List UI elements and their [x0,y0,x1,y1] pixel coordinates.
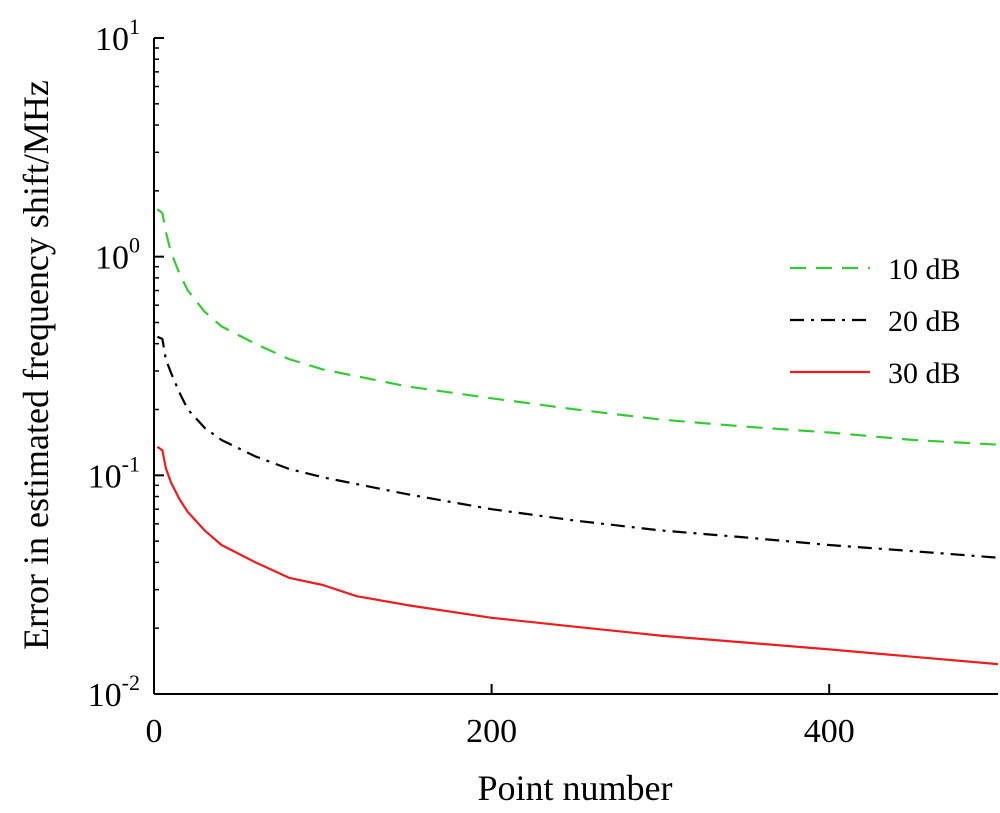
x-tick-label: 400 [804,713,855,750]
series-line-10-db [156,208,999,446]
y-tick-label: 101 [95,14,140,58]
x-axis-title: Point number [478,768,673,808]
series-line-20-db [156,335,999,559]
legend-label: 20 dB [888,305,961,338]
legend-label: 10 dB [888,253,961,286]
series-line-30-db [156,445,999,666]
axes: 0 200 400 101 100 10-1 10-2 [88,14,998,750]
y-tick-label: 100 [95,233,140,277]
series-layer [156,208,999,666]
y-tick-label: 10-1 [88,451,140,495]
y-axis-title: Error in estimated frequency shift/MHz [16,80,56,650]
x-tick-label: 0 [146,713,163,750]
legend: 10 dB 20 dB 30 dB [790,253,961,390]
x-tick-label: 200 [466,713,517,750]
y-tick-label: 10-2 [88,670,140,714]
legend-label: 30 dB [888,357,961,390]
